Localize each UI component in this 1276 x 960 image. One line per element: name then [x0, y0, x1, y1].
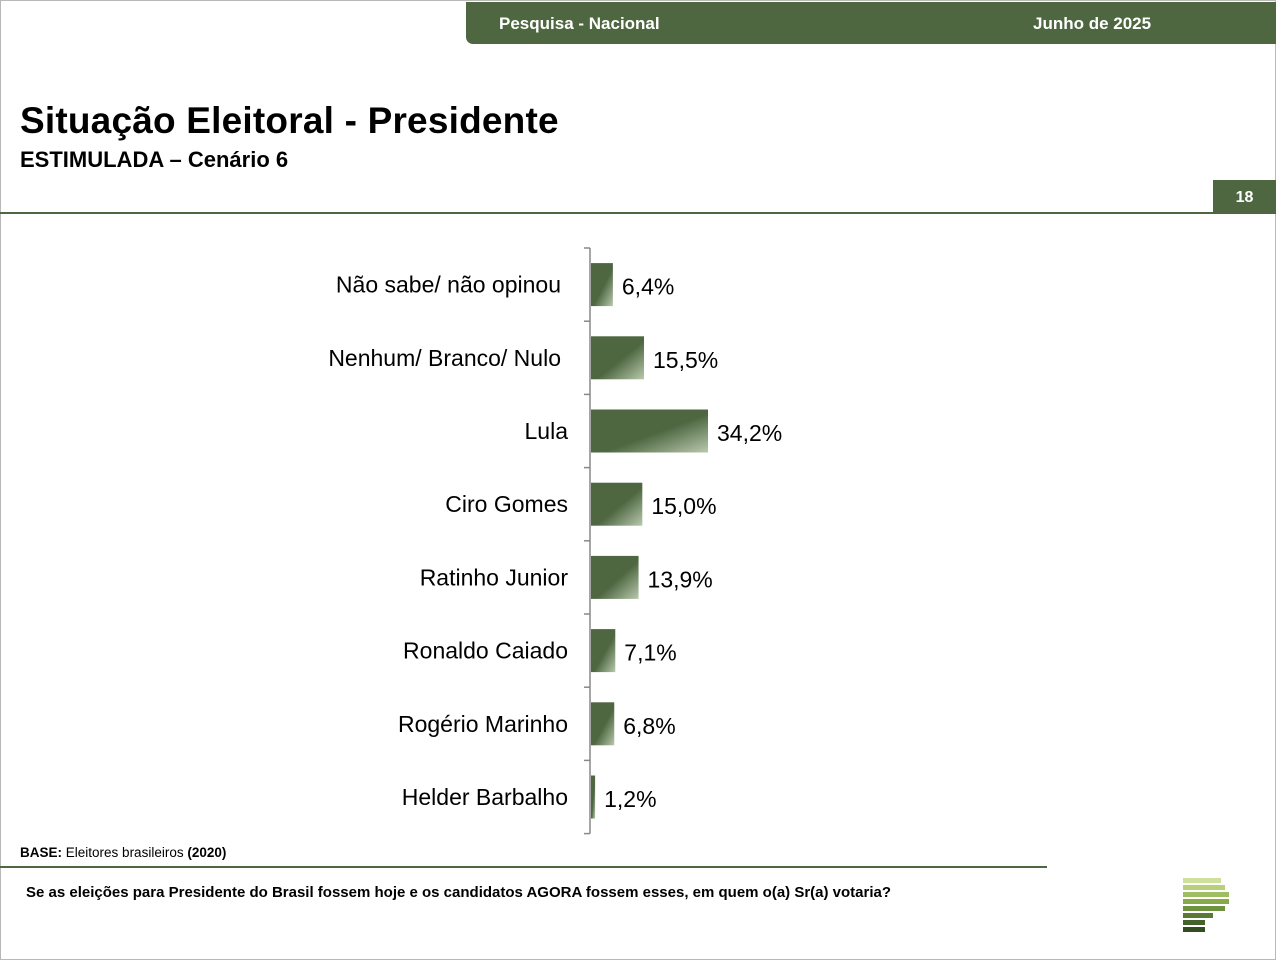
- survey-question: Se as eleições para Presidente do Brasil…: [26, 884, 892, 901]
- bar-chart: Não sabe/ não opinou 6,4% Nenhum/ Branco/ …: [328, 247, 782, 835]
- category-label: Ciro Gomes: [445, 491, 568, 517]
- category-label: Lula: [525, 418, 569, 444]
- base-note-label: BASE:: [20, 845, 63, 860]
- category-label: Helder Barbalho: [402, 784, 568, 810]
- value-label: 13,9%: [648, 566, 713, 592]
- category-label: Rogério Marinho: [398, 711, 568, 737]
- bar: [591, 263, 613, 307]
- header-band: Pesquisa - Nacional Junho de 2025: [466, 2, 1276, 44]
- value-label: 6,4%: [622, 274, 674, 300]
- bar: [591, 482, 643, 526]
- value-label: 7,1%: [624, 640, 676, 666]
- bar: [591, 409, 708, 453]
- base-note-count: (2020): [187, 845, 227, 860]
- value-label: 15,0%: [651, 493, 716, 519]
- footer-divider: [0, 866, 1047, 868]
- header-date-label: Junho de 2025: [1033, 14, 1152, 33]
- bar: [591, 702, 615, 746]
- value-label: 34,2%: [717, 420, 782, 446]
- value-label: 6,8%: [623, 713, 675, 739]
- category-label: Nenhum/ Branco/ Nulo: [328, 345, 561, 371]
- value-label: 1,2%: [604, 786, 656, 812]
- category-label: Ratinho Junior: [420, 564, 569, 590]
- header-survey-label: Pesquisa - Nacional: [499, 14, 660, 33]
- brand-logo: [1183, 878, 1229, 932]
- page-number-badge: 18: [1213, 180, 1276, 213]
- page-subtitle: ESTIMULADA – Cenário 6: [20, 147, 289, 172]
- bar: [591, 336, 645, 380]
- bar: [591, 555, 639, 599]
- base-note-text: Eleitores brasileiros: [65, 845, 184, 860]
- page-title: Situação Eleitoral - Presidente: [20, 100, 559, 141]
- bar: [591, 629, 616, 673]
- category-label: Não sabe/ não opinou: [336, 272, 561, 298]
- header-divider: [0, 212, 1276, 214]
- bar: [591, 775, 596, 819]
- value-label: 15,5%: [653, 347, 718, 373]
- base-note: BASE: Eleitores brasileiros (2020): [20, 845, 226, 860]
- category-label: Ronaldo Caiado: [403, 638, 568, 664]
